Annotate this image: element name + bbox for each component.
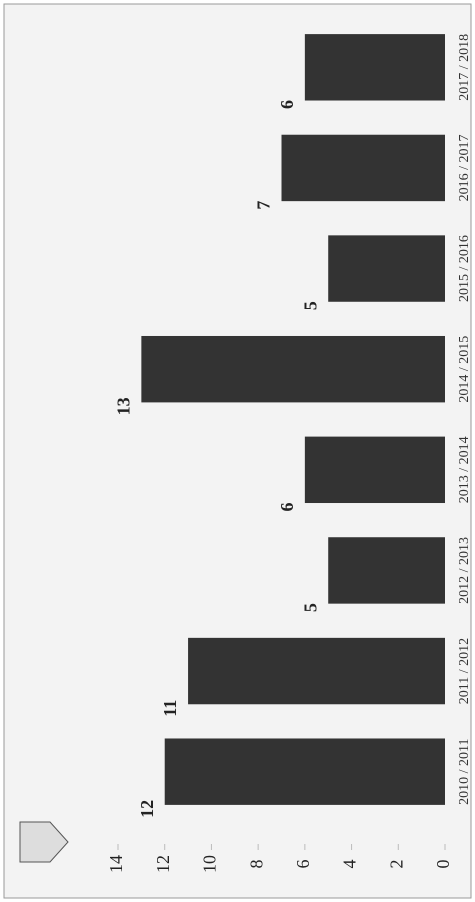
data-label: 6 [277,100,297,109]
rotated-chart: 0 2 4 6 8 10 12 14 2010 / 2011 12 2011 / 2012 11 201… [19,34,472,873]
x-tick-label: 2015 / 2016 [457,235,472,302]
data-label: 11 [160,700,180,717]
bar [281,134,445,202]
x-tick-label: 2013 / 2014 [457,436,472,503]
logo [19,821,69,863]
x-tick-label: 2016 / 2017 [457,134,472,201]
y-tick-label: 4 [340,860,360,869]
data-label: 7 [254,201,274,210]
x-tick-label: 2012 / 2013 [457,537,472,604]
bar [328,235,446,302]
x-tick-label: 2014 / 2015 [457,336,472,403]
bar [188,637,445,705]
y-tick-label: 10 [200,855,220,873]
y-tick-label: 6 [293,860,313,869]
bar [141,335,445,403]
bar [304,436,445,504]
y-tick-label: 2 [386,860,406,869]
y-tick-label: 14 [106,855,126,873]
bar [164,738,445,805]
y-tick-label: 0 [433,860,453,869]
data-label: 13 [113,397,133,415]
bar [304,34,445,101]
bar [328,537,446,604]
x-tick-label: 2011 / 2012 [457,638,472,704]
data-label: 12 [137,800,157,818]
data-label: 5 [300,301,320,310]
y-tick-label: 8 [246,860,266,869]
x-tick-label: 2017 / 2018 [457,34,472,101]
x-tick-label: 2010 / 2011 [457,739,472,805]
data-label: 5 [300,603,320,612]
data-label: 6 [277,503,297,512]
y-tick-label: 12 [153,855,173,873]
